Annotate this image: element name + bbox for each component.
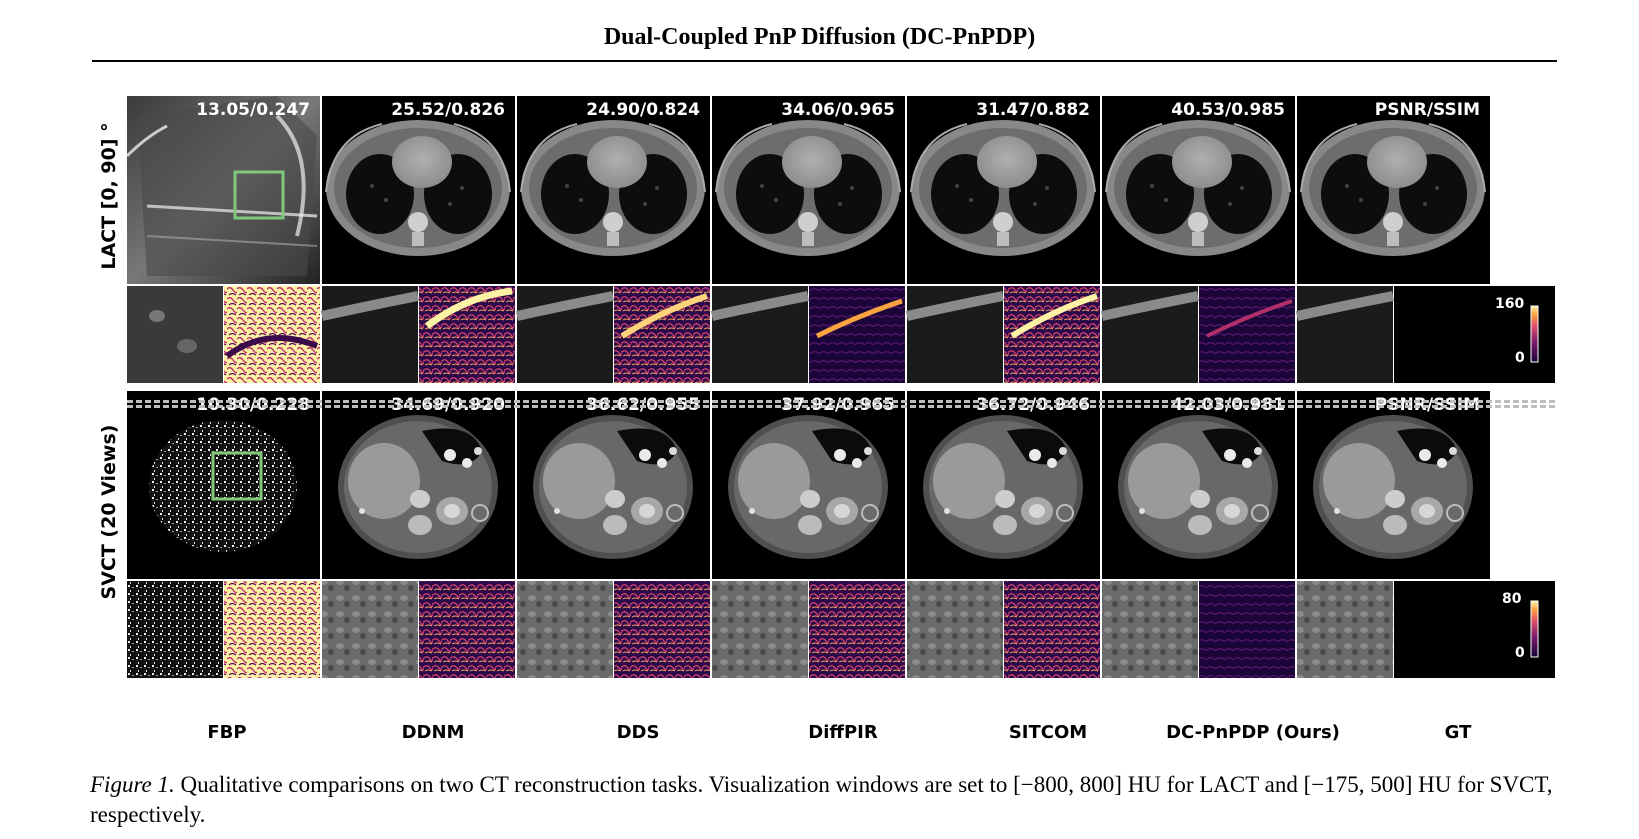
lact-panel-fbp [125,96,320,284]
lact-metric-ddnm: 25.52/0.826 [391,100,505,120]
lact-metric-sitcom: 31.47/0.882 [976,100,1090,120]
comparison-grid: 13.05/0.247 25.52/0.826 24.90/0.824 34.0… [125,95,1555,713]
method-label-ddnm: DDNM [401,722,465,743]
lact-metric-gt: PSNR/SSIM [1374,100,1480,120]
svct-panel-ddnm [321,390,516,580]
lact-metric-cell: 34.06/0.965 [712,96,905,124]
roi-box-lact [233,170,285,220]
lact-metric-fbp: 13.05/0.247 [196,100,310,120]
lact-metric-dds: 24.90/0.824 [586,100,700,120]
figure-panels [125,95,1555,678]
header-rule [92,60,1557,62]
lact-panel-diffpir [711,95,906,285]
lact-metric-cell: PSNR/SSIM [1297,96,1490,124]
lact-panel-gt [1296,95,1491,285]
figure-header-title: Dual-Coupled PnP Diffusion (DC-PnPDP) [603,24,1036,50]
roi-box-svct [211,451,263,501]
colorbar-lact-min: 0 [1515,350,1525,366]
lact-panel-sitcom [906,95,1101,285]
figure-caption: Figure 1. Qualitative comparisons on two… [90,770,1560,830]
svct-panel-dds [516,390,711,580]
lact-panel-ddnm [321,95,516,285]
lact-metric-cell: 31.47/0.882 [907,96,1100,124]
row-divider [127,405,1555,408]
svct-panel-gt [1296,390,1491,580]
lact-metric-diffpir: 34.06/0.965 [781,100,895,120]
colorbar-lact-max: 160 [1495,296,1525,312]
lact-zoom-row [127,286,1555,383]
lact-metric-cell: 13.05/0.247 [127,96,320,124]
svct-panel-sitcom [906,390,1101,580]
lact-metric-dcpnpdp: 40.53/0.985 [1171,100,1285,120]
colorbar-svct [1530,600,1539,658]
figure-caption-label: Figure 1. [90,772,175,797]
figure-caption-text: Qualitative comparisons on two CT recons… [90,772,1553,827]
lact-panel-dcpnpdp [1101,95,1296,285]
svct-panel-fbp [127,391,320,579]
lact-metric-cell: 25.52/0.826 [322,96,515,124]
row-label-svct: SVCT (20 Views) [98,424,120,600]
method-label-sitcom: SITCOM [1008,722,1088,743]
lact-metric-cell: 40.53/0.985 [1102,96,1295,124]
row-divider [127,400,1555,403]
method-label-fbp: FBP [207,722,247,743]
row-label-lact: LACT [0, 90] ° [98,122,120,270]
colorbar-svct-min: 0 [1515,645,1525,661]
colorbar-svct-max: 80 [1502,591,1522,607]
lact-metric-cell: 24.90/0.824 [517,96,710,124]
method-label-dds: DDS [616,722,660,743]
method-label-diffpir: DiffPIR [808,722,878,743]
colorbar-lact [1530,305,1539,363]
svct-zoom-row [127,581,1555,678]
lact-panel-dds [516,95,711,285]
svct-panel-diffpir [711,390,906,580]
method-label-dcpnpdp: DC-PnPDP (Ours) [1166,722,1340,743]
svct-panel-dcpnpdp [1101,390,1296,580]
method-label-gt: GT [1444,722,1472,743]
